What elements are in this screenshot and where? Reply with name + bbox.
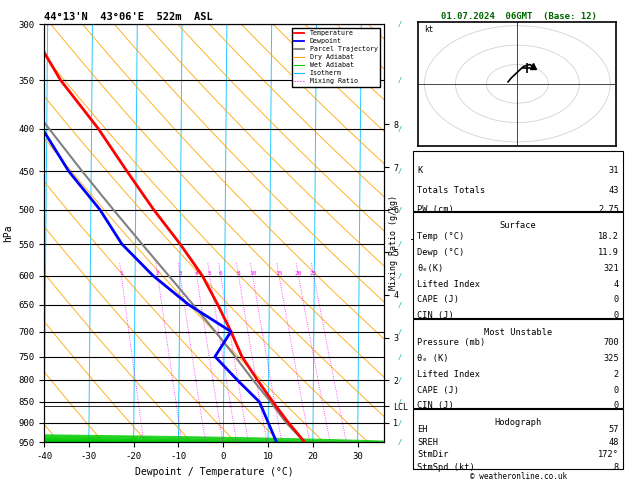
Text: 2: 2 xyxy=(614,370,619,379)
Text: Lifted Index: Lifted Index xyxy=(417,279,480,289)
Text: 8: 8 xyxy=(237,271,240,276)
Text: 1: 1 xyxy=(120,271,123,276)
Text: 0: 0 xyxy=(614,312,619,320)
Text: 18.2: 18.2 xyxy=(598,232,619,241)
Text: Pressure (mb): Pressure (mb) xyxy=(417,338,486,347)
Text: 5: 5 xyxy=(208,271,212,276)
Text: 48: 48 xyxy=(608,438,619,447)
Text: /: / xyxy=(398,168,401,174)
Text: 31: 31 xyxy=(608,166,619,175)
Text: 172°: 172° xyxy=(598,450,619,459)
Text: 0: 0 xyxy=(614,385,619,395)
Text: 10: 10 xyxy=(249,271,257,276)
Text: K: K xyxy=(417,166,422,175)
Text: 0: 0 xyxy=(614,295,619,305)
Text: θₑ(K): θₑ(K) xyxy=(417,263,443,273)
X-axis label: Dewpoint / Temperature (°C): Dewpoint / Temperature (°C) xyxy=(135,467,293,477)
Text: Most Unstable: Most Unstable xyxy=(484,328,552,337)
Text: PW (cm): PW (cm) xyxy=(417,206,454,214)
Text: kt: kt xyxy=(425,25,434,34)
Text: 700: 700 xyxy=(603,338,619,347)
Text: Hodograph: Hodograph xyxy=(494,418,542,427)
Text: 3: 3 xyxy=(178,271,182,276)
Text: 0: 0 xyxy=(614,401,619,410)
Text: θₑ (K): θₑ (K) xyxy=(417,354,448,363)
Text: /: / xyxy=(398,329,401,334)
Text: Temp (°C): Temp (°C) xyxy=(417,232,464,241)
Text: 20: 20 xyxy=(294,271,302,276)
Text: Mixing Ratio (g/kg): Mixing Ratio (g/kg) xyxy=(389,195,398,291)
Y-axis label: km
ASL: km ASL xyxy=(411,225,431,242)
Text: StmSpd (kt): StmSpd (kt) xyxy=(417,463,475,471)
Text: © weatheronline.co.uk: © weatheronline.co.uk xyxy=(470,472,567,481)
Text: Surface: Surface xyxy=(499,221,537,230)
Text: 11.9: 11.9 xyxy=(598,247,619,257)
Text: Totals Totals: Totals Totals xyxy=(417,186,486,194)
Text: 8: 8 xyxy=(614,463,619,471)
Text: CAPE (J): CAPE (J) xyxy=(417,385,459,395)
Text: 01.07.2024  06GMT  (Base: 12): 01.07.2024 06GMT (Base: 12) xyxy=(441,12,597,21)
Text: 321: 321 xyxy=(603,263,619,273)
Text: 57: 57 xyxy=(608,425,619,434)
Text: 2: 2 xyxy=(156,271,160,276)
Text: /: / xyxy=(398,302,401,308)
Text: 2.75: 2.75 xyxy=(598,206,619,214)
Text: 4: 4 xyxy=(614,279,619,289)
Text: CAPE (J): CAPE (J) xyxy=(417,295,459,305)
Text: /: / xyxy=(398,125,401,132)
Text: 25: 25 xyxy=(310,271,318,276)
Text: 4: 4 xyxy=(195,271,199,276)
Text: CIN (J): CIN (J) xyxy=(417,312,454,320)
Text: /: / xyxy=(398,21,401,27)
Text: /: / xyxy=(398,241,401,247)
Text: SREH: SREH xyxy=(417,438,438,447)
Text: /: / xyxy=(398,377,401,383)
Text: /: / xyxy=(398,273,401,278)
Text: /: / xyxy=(398,207,401,212)
Text: /: / xyxy=(398,353,401,360)
Text: /: / xyxy=(398,399,401,405)
Text: CIN (J): CIN (J) xyxy=(417,401,454,410)
Text: 15: 15 xyxy=(276,271,283,276)
Y-axis label: hPa: hPa xyxy=(3,225,13,242)
Text: Dewp (°C): Dewp (°C) xyxy=(417,247,464,257)
Text: StmDir: StmDir xyxy=(417,450,448,459)
Text: 44°13'N  43°06'E  522m  ASL: 44°13'N 43°06'E 522m ASL xyxy=(44,12,213,22)
Text: 6: 6 xyxy=(219,271,223,276)
Text: EH: EH xyxy=(417,425,428,434)
Text: 43: 43 xyxy=(608,186,619,194)
Text: Lifted Index: Lifted Index xyxy=(417,370,480,379)
Text: /: / xyxy=(398,419,401,426)
Text: /: / xyxy=(398,77,401,83)
Legend: Temperature, Dewpoint, Parcel Trajectory, Dry Adiabat, Wet Adiabat, Isotherm, Mi: Temperature, Dewpoint, Parcel Trajectory… xyxy=(292,28,381,87)
Text: /: / xyxy=(398,439,401,445)
Text: 325: 325 xyxy=(603,354,619,363)
